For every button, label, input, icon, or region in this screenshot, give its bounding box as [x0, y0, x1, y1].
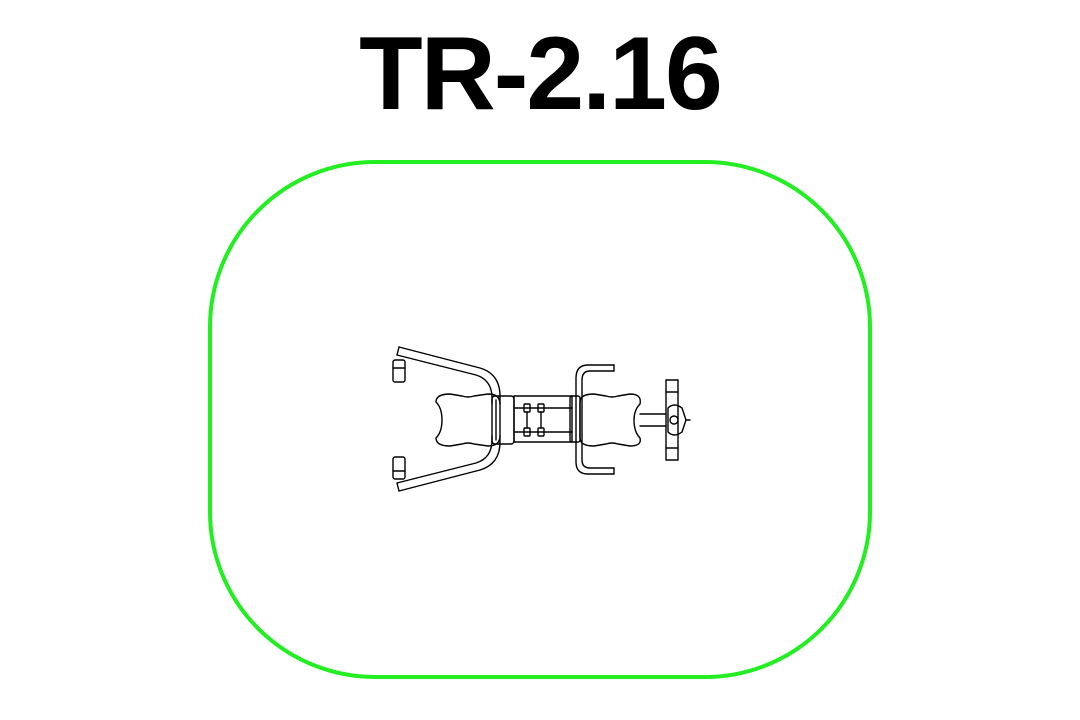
grip-top	[392, 359, 406, 383]
center-rail	[513, 395, 573, 443]
right-seat-pad	[579, 393, 641, 447]
rear-pivot-knob	[667, 404, 691, 436]
left-seat-pad	[435, 393, 501, 447]
safety-zone-outline	[208, 160, 872, 679]
equipment-plan	[392, 346, 691, 492]
grip-bottom	[392, 456, 406, 480]
adjust-pins	[523, 403, 545, 437]
page-title: TR-2.16	[359, 16, 723, 132]
left-handle-arm-top	[392, 346, 501, 405]
left-handle-arm-bottom	[392, 435, 501, 492]
right-u-handle	[575, 364, 615, 475]
